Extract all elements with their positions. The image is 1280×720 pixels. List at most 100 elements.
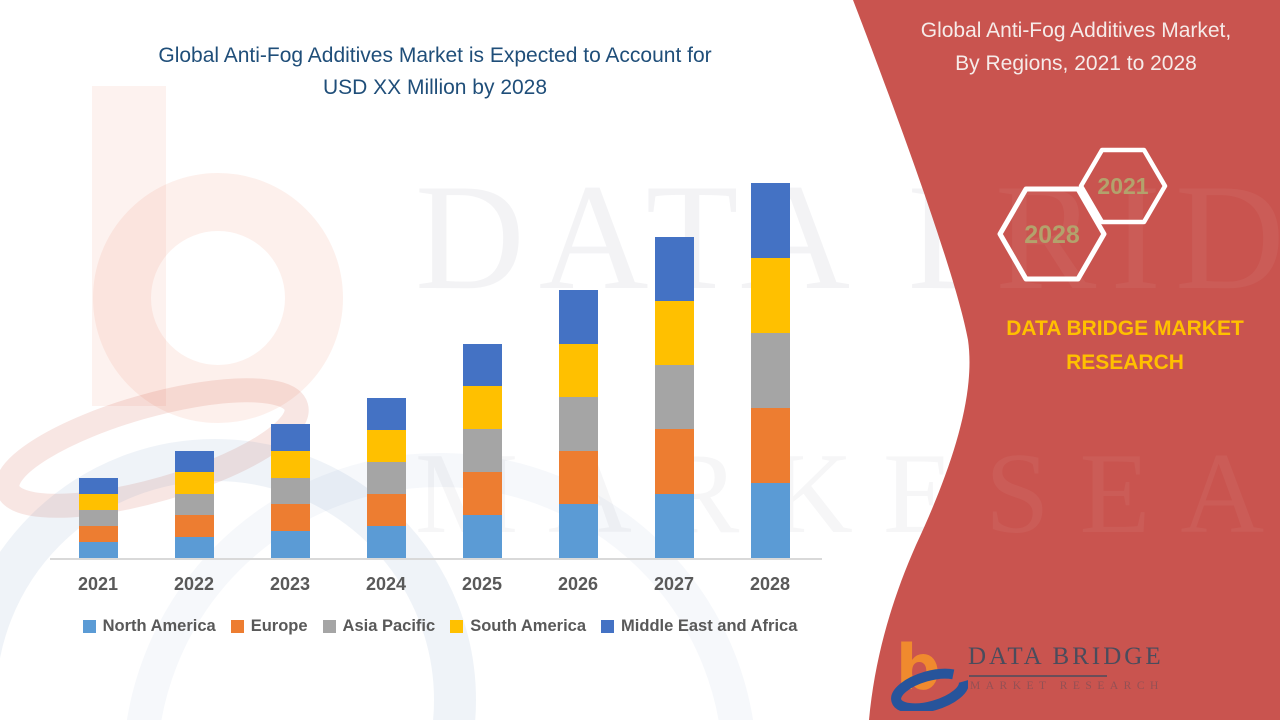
bar-segment-europe <box>367 493 406 526</box>
legend-item-europe: Europe <box>230 617 308 636</box>
bar-segment-europe <box>175 515 214 537</box>
panel-watermark-row2: SEARCH <box>985 430 1280 558</box>
x-axis-label-2021: 2021 <box>77 574 119 594</box>
stacked-bar-2021 <box>79 477 118 558</box>
bar-segment-europe <box>559 450 598 505</box>
chart-title-line2: USD XX Million by 2028 <box>322 76 548 99</box>
legend-label: South America <box>470 617 587 635</box>
legend-swatch <box>450 620 464 633</box>
bar-segment-middle-east-and-africa <box>79 477 118 494</box>
bar-segment-north-america <box>751 483 790 558</box>
bar-segment-europe <box>655 429 694 494</box>
side-panel-shape <box>853 0 1280 720</box>
bar-segment-middle-east-and-africa <box>271 424 310 451</box>
legend-label: North America <box>102 617 216 635</box>
panel-watermark-row1: RIDGE <box>995 153 1280 321</box>
legend-swatch <box>82 620 96 633</box>
stacked-bar-2024 <box>367 397 406 558</box>
x-axis-line <box>50 558 822 560</box>
bar-segment-north-america <box>559 504 598 558</box>
bar-segment-asia-pacific <box>367 461 406 494</box>
bar-segment-south-america <box>655 300 694 366</box>
legend-label: Europe <box>250 617 308 635</box>
legend-swatch <box>601 620 615 633</box>
legend-swatch <box>230 620 244 633</box>
x-axis-label-2028: 2028 <box>749 574 791 594</box>
bar-segment-south-america <box>751 258 790 333</box>
bar-segment-south-america <box>175 472 214 494</box>
bar-segment-middle-east-and-africa <box>559 290 598 344</box>
bar-segment-europe <box>751 408 790 483</box>
stacked-bar-2027 <box>655 236 694 558</box>
bar-segment-asia-pacific <box>751 333 790 408</box>
footer-logo: b DATA BRIDGE MARKET RESEARCH <box>888 631 1188 711</box>
stacked-bar-2026 <box>559 290 598 558</box>
stacked-bar-2028 <box>751 183 790 558</box>
hexagon-2028-outline <box>997 186 1107 282</box>
bar-segment-asia-pacific <box>271 477 310 505</box>
stacked-bar-2025 <box>463 343 502 558</box>
brand-line2: RESEARCH <box>1066 351 1184 374</box>
bar-segment-asia-pacific <box>655 365 694 430</box>
bar-segment-middle-east-and-africa <box>175 451 214 473</box>
watermark-b-stem <box>92 86 166 406</box>
legend-item-north-america: North America <box>82 617 216 636</box>
legend-label: Middle East and Africa <box>621 617 798 635</box>
bar-segment-north-america <box>655 493 694 558</box>
x-axis-label-2025: 2025 <box>461 574 503 594</box>
bar-segment-asia-pacific <box>79 509 118 526</box>
bar-segment-south-america <box>559 343 598 398</box>
bar-segment-north-america <box>463 515 502 558</box>
x-axis-label-2023: 2023 <box>269 574 311 594</box>
bar-segment-middle-east-and-africa <box>463 343 502 387</box>
x-axis-label-2022: 2022 <box>173 574 215 594</box>
bar-segment-asia-pacific <box>175 493 214 516</box>
legend: North America Europe Asia Pacific South Ame… <box>42 617 838 636</box>
x-axis-label-2024: 2024 <box>365 574 407 594</box>
bar-segment-south-america <box>463 386 502 430</box>
side-panel-title-line1: Global Anti-Fog Additives Market, <box>920 19 1232 42</box>
bar-segment-north-america <box>367 525 406 558</box>
legend-item-south-america: South America <box>450 617 586 636</box>
hexagon-2028-label: 2028 <box>1024 221 1080 249</box>
brand-line1: DATA BRIDGE MARKET <box>1006 317 1244 340</box>
bar-segment-europe <box>463 472 502 516</box>
legend-item-asia-pacific: Asia Pacific <box>322 617 435 636</box>
watermark-circle-2 <box>127 453 753 720</box>
bar-segment-south-america <box>367 429 406 462</box>
chart-title: Global Anti-Fog Additives Market is Expe… <box>40 40 830 104</box>
bar-segment-south-america <box>79 493 118 510</box>
plot-area: 2021 2022 2023 2024 2025 2026 2027 2028 <box>77 183 791 594</box>
bar-segment-north-america <box>271 531 310 558</box>
bar-segment-asia-pacific <box>463 429 502 473</box>
bar-segment-europe <box>271 504 310 532</box>
bar-segment-middle-east-and-africa <box>655 236 694 301</box>
legend-item-middle-east-and-africa: Middle East and Africa <box>601 617 797 636</box>
bar-segment-middle-east-and-africa <box>367 397 406 430</box>
hexagon-2021-outline <box>1078 147 1168 225</box>
logo-swoosh <box>891 668 968 711</box>
stacked-bar-2023 <box>271 424 310 558</box>
watermark-circle-1 <box>0 439 476 720</box>
side-panel-title-line2: By Regions, 2021 to 2028 <box>955 52 1197 75</box>
bar-segment-europe <box>79 525 118 542</box>
brand-wordmark: DATA BRIDGE MARKET RESEARCH <box>963 312 1280 380</box>
logo-name: DATA BRIDGE <box>968 643 1164 670</box>
watermark-b-bowl <box>93 173 343 423</box>
x-axis-label-2027: 2027 <box>653 574 695 594</box>
bar-segment-asia-pacific <box>559 397 598 451</box>
chart-title-line1: Global Anti-Fog Additives Market is Expe… <box>158 44 712 67</box>
bar-segment-south-america <box>271 450 310 478</box>
bar-segment-north-america <box>79 541 118 558</box>
side-panel-title: Global Anti-Fog Additives Market, By Reg… <box>885 14 1267 80</box>
bar-segment-north-america <box>175 536 214 558</box>
data-bridge-logo-icon: b <box>891 631 968 711</box>
watermark-swoosh <box>0 378 309 518</box>
logo-underline <box>969 675 1107 677</box>
legend-swatch <box>322 620 336 633</box>
stacked-bar-2022 <box>175 451 214 558</box>
